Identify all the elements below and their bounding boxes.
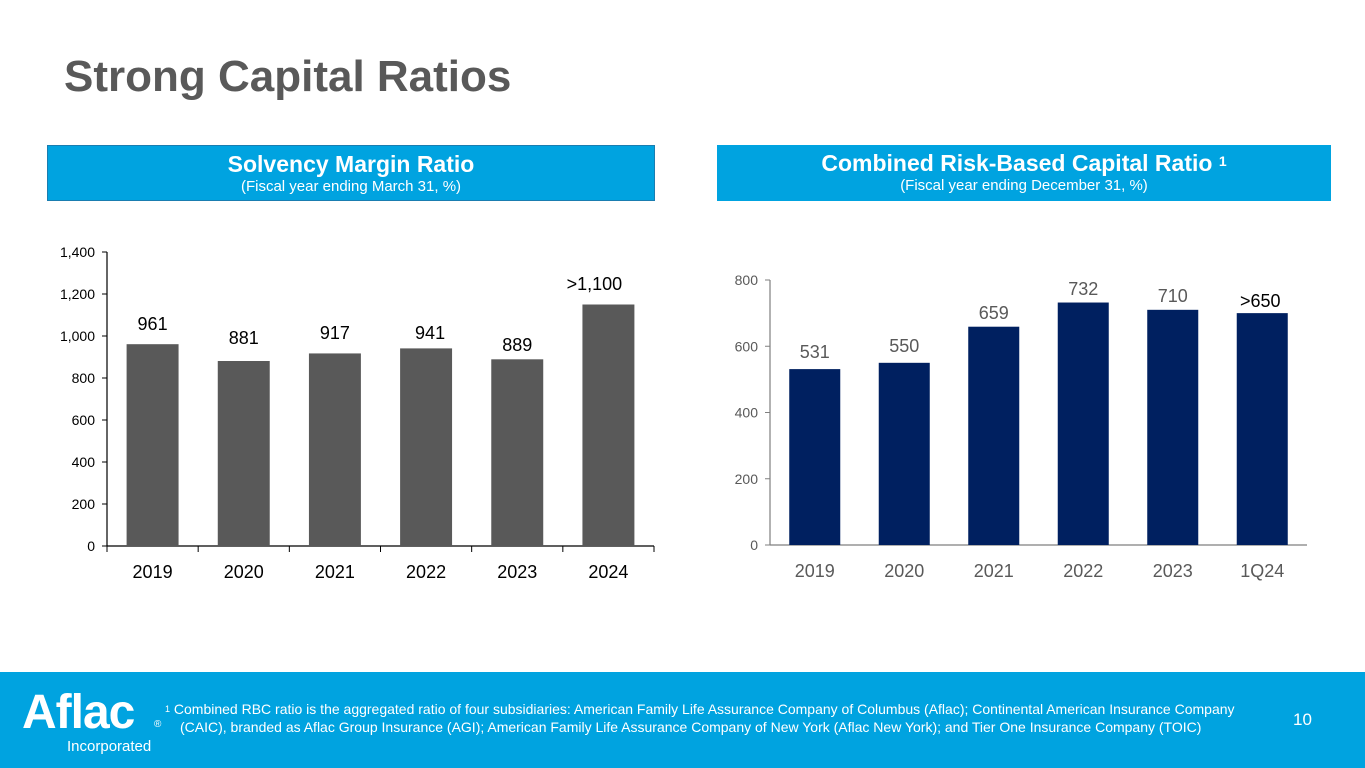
data-label: 941 [415,323,445,343]
bar-2020 [878,362,930,545]
data-label: 889 [502,335,532,355]
x-tick-label: 2023 [497,562,537,582]
data-label: 961 [138,314,168,334]
bar-2023 [1147,309,1199,545]
footnote-marker: 1 [165,704,171,714]
y-tick-label: 200 [735,471,759,487]
bar-2019 [789,369,841,545]
rbc-ratio-heading: Combined Risk-Based Capital Ratio [821,150,1213,176]
rbc-ratio-header: Combined Risk-Based Capital Ratio 1 (Fis… [717,145,1331,201]
y-tick-label: 400 [72,454,96,470]
x-tick-label: 2022 [406,562,446,582]
data-label: 550 [889,336,919,356]
x-tick-label: 2019 [133,562,173,582]
x-tick-label: 2020 [884,561,924,581]
bar-2021 [308,353,361,546]
x-tick-label: 2020 [224,562,264,582]
footnote-line-1: Combined RBC ratio is the aggregated rat… [173,701,1235,717]
data-label: 881 [229,328,259,348]
logo-subtext: Incorporated [67,738,152,755]
data-label: 732 [1068,279,1098,299]
y-tick-label: 1,400 [60,244,95,260]
footer-bar: Aflac ® Incorporated 1 Combined RBC rati… [0,672,1365,768]
registered-mark: ® [154,719,162,730]
solvency-margin-heading: Solvency Margin Ratio [227,151,475,177]
solvency-margin-header: Solvency Margin Ratio (Fiscal year endin… [47,145,655,201]
x-tick-label: 1Q24 [1240,561,1284,581]
y-tick-label: 200 [72,496,96,512]
rbc-ratio-chart: 0 200 400 600 800 531 2019 550 2020 659 2021 732 202… [735,272,1307,581]
data-label: 659 [979,303,1009,323]
footnote-line-2: (CAIC), branded as Aflac Group Insurance… [180,719,1202,735]
footnote-marker: 1 [1218,153,1227,169]
slide-title: Strong Capital Ratios [64,52,512,101]
logo-wordmark: Aflac [22,686,135,739]
page-number: 10 [1293,710,1312,729]
bar-2021 [968,326,1020,545]
data-label: 917 [320,323,350,343]
data-label: 710 [1158,286,1188,306]
y-tick-label: 400 [735,405,759,421]
x-tick-label: 2021 [315,562,355,582]
bar-2019 [126,344,179,546]
bar-2024 [582,304,635,546]
x-tick-label: 2022 [1063,561,1103,581]
y-tick-label: 800 [735,272,759,288]
y-tick-label: 1,000 [60,328,95,344]
y-tick-label: 600 [72,412,96,428]
bar-2023 [491,359,544,546]
y-tick-label: 800 [72,370,96,386]
bar-2022 [1057,302,1109,545]
rbc-ratio-heading-wrap: Combined Risk-Based Capital Ratio 1 [717,149,1331,177]
bar-2022 [400,348,453,546]
y-tick-label: 0 [750,537,758,553]
y-tick-label: 600 [735,338,759,354]
x-tick-label: 2019 [795,561,835,581]
rbc-ratio-subheading: (Fiscal year ending December 31, %) [900,177,1148,194]
x-tick-label: 2024 [588,562,628,582]
data-label: >650 [1240,291,1281,311]
x-tick-label: 2021 [974,561,1014,581]
bar-1q24 [1236,313,1288,545]
bar-2020 [217,360,270,546]
solvency-margin-subheading: (Fiscal year ending March 31, %) [240,178,462,195]
data-label: >1,100 [567,274,623,294]
y-tick-label: 1,200 [60,286,95,302]
aflac-logo: Aflac ® Incorporated [22,687,167,757]
data-label: 531 [800,342,830,362]
footnote: 1 Combined RBC ratio is the aggregated r… [165,700,1265,736]
x-tick-label: 2023 [1153,561,1193,581]
solvency-margin-chart: 0 200 400 600 800 1,000 1,200 1,400 961 2019 881 20… [60,244,655,582]
y-tick-label: 0 [87,538,95,554]
